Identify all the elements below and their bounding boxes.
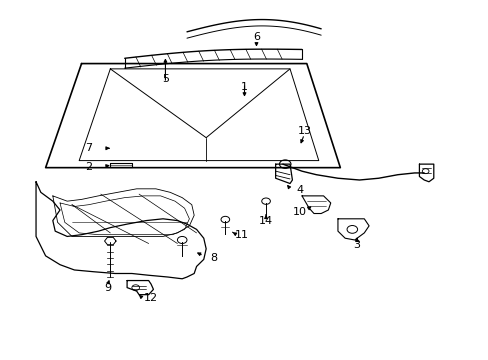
Text: 14: 14 <box>259 216 273 226</box>
Text: 7: 7 <box>85 143 92 153</box>
Text: 8: 8 <box>209 253 217 262</box>
Text: 4: 4 <box>295 185 303 195</box>
Text: 5: 5 <box>162 75 168 85</box>
Text: 1: 1 <box>241 81 247 91</box>
Text: 9: 9 <box>104 283 111 293</box>
Text: 12: 12 <box>143 293 158 303</box>
Text: 11: 11 <box>235 230 248 240</box>
Text: 10: 10 <box>292 207 306 217</box>
Text: 2: 2 <box>85 162 92 172</box>
Text: 6: 6 <box>252 32 260 42</box>
Text: 13: 13 <box>297 126 311 136</box>
Text: 3: 3 <box>353 240 360 250</box>
